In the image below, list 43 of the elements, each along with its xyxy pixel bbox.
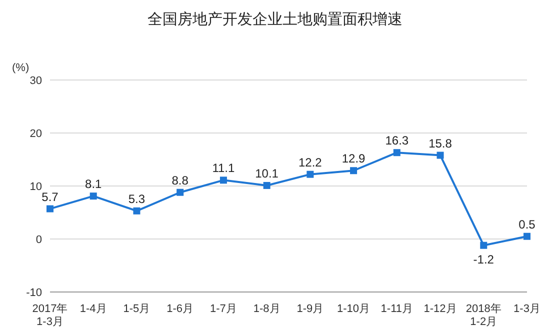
data-label: 10.1 [255,166,279,180]
data-label: 12.2 [298,155,322,170]
x-tick-label: 1-12月 [424,303,457,315]
point [90,192,97,200]
chart-title: 全国房地产开发企业土地购置面积增速 [146,10,404,29]
x-tick-label: 2017年 1-3月 [32,303,68,328]
x-tick-label: 1-3月 [514,303,540,315]
y-tick-label: 30 [30,74,42,87]
x-tick-label: 1-5月 [123,303,150,315]
data-label: 16.3 [385,134,409,148]
x-tick-label: 1-6月 [166,303,194,315]
x-tick-label: 2018年 1-2月 [466,303,502,328]
point [436,152,444,159]
point [133,207,140,214]
point [46,205,54,212]
data-label: -1.2 [473,252,494,266]
point [350,167,358,174]
x-tick-label: 1-9月 [296,303,324,315]
x-tick-label: 1-11月 [380,303,414,315]
x-tick-label: 1-7月 [210,303,237,315]
x-tick-label: 1-8月 [253,303,280,315]
data-label: 8.1 [85,177,102,192]
data-label: 5.3 [128,192,146,206]
data-label: 5.7 [42,190,59,204]
point [524,232,530,240]
y-tick-label: -10 [26,286,42,299]
point [263,182,270,189]
y-tick-label: 10 [30,180,42,193]
point [220,176,227,184]
y-tick-label: 20 [30,128,42,140]
x-tick-label: 1-4月 [80,303,107,315]
y-axis-title: (%) [12,62,30,74]
point [393,149,400,156]
point [480,242,488,249]
x-tick-label: 1-10月 [337,303,370,315]
data-label: 11.1 [212,161,236,176]
y-tick-label: 0 [36,234,42,246]
data-label: 8.8 [172,173,189,188]
data-label: 0.5 [518,217,536,232]
point [176,188,184,196]
data-label: 15.8 [428,136,452,150]
data-label: 12.9 [342,152,366,166]
point [306,170,314,178]
